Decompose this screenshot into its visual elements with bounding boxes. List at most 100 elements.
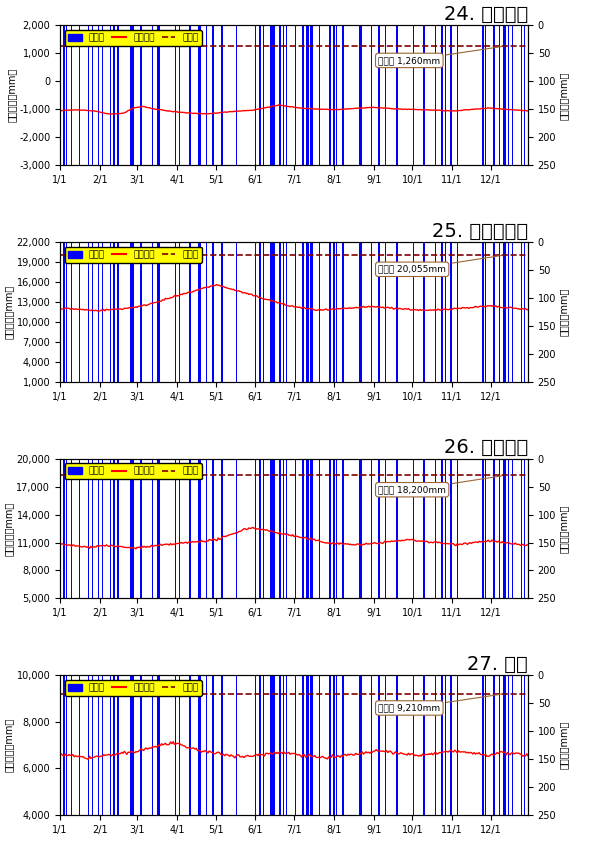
Bar xyxy=(485,242,486,849)
Bar xyxy=(260,458,261,849)
Bar xyxy=(71,25,72,849)
Bar xyxy=(319,675,320,849)
Bar xyxy=(333,25,335,849)
Bar xyxy=(360,25,361,388)
Bar xyxy=(286,242,287,849)
Bar xyxy=(179,25,180,451)
Bar xyxy=(131,25,133,849)
Bar xyxy=(71,458,72,849)
Bar xyxy=(499,25,500,357)
Bar xyxy=(306,458,308,849)
Bar xyxy=(450,25,452,849)
Bar xyxy=(274,25,275,849)
Bar xyxy=(260,675,261,849)
Bar xyxy=(423,458,425,849)
Bar xyxy=(423,242,425,849)
Bar xyxy=(342,675,343,849)
Bar xyxy=(221,25,223,849)
Bar xyxy=(270,242,271,849)
Bar xyxy=(413,25,414,849)
Bar xyxy=(98,25,99,849)
Bar xyxy=(102,242,103,843)
Bar xyxy=(259,25,260,849)
Bar xyxy=(308,675,309,849)
Bar xyxy=(199,25,201,735)
Text: 26. 北水源地: 26. 北水源地 xyxy=(444,438,528,457)
Bar xyxy=(482,242,484,849)
Bar xyxy=(378,242,380,849)
Bar xyxy=(98,458,99,849)
Bar xyxy=(88,242,89,820)
Bar xyxy=(133,675,134,849)
Bar xyxy=(88,675,89,849)
Bar xyxy=(66,675,67,849)
Bar xyxy=(59,675,61,849)
Text: 地盤高 1,260mm: 地盤高 1,260mm xyxy=(378,47,502,65)
Bar xyxy=(130,25,131,849)
Bar xyxy=(295,242,296,849)
Bar xyxy=(493,25,494,543)
Bar xyxy=(59,25,61,257)
Bar xyxy=(504,25,505,849)
Bar xyxy=(88,458,89,849)
Bar xyxy=(441,675,443,849)
Bar xyxy=(499,675,500,849)
Bar xyxy=(206,25,207,849)
Bar xyxy=(235,242,237,849)
Bar xyxy=(423,675,425,849)
Bar xyxy=(310,458,311,849)
Bar xyxy=(306,675,308,849)
Bar xyxy=(199,458,201,849)
Bar xyxy=(286,675,287,849)
Bar xyxy=(360,242,361,604)
Bar xyxy=(255,458,256,849)
Bar xyxy=(91,675,93,849)
Bar xyxy=(198,242,199,849)
Bar xyxy=(302,675,304,849)
Bar xyxy=(508,25,509,494)
Bar xyxy=(283,242,284,849)
Bar xyxy=(371,458,372,849)
Bar xyxy=(63,458,65,849)
Bar xyxy=(333,458,335,849)
Bar xyxy=(255,242,256,849)
Bar xyxy=(385,25,386,849)
Bar xyxy=(270,458,271,849)
Bar xyxy=(270,675,271,849)
Bar xyxy=(235,675,237,849)
Bar xyxy=(189,242,191,849)
Bar xyxy=(157,242,158,447)
Bar xyxy=(360,675,361,849)
Text: 25. 三芳水源地: 25. 三芳水源地 xyxy=(432,222,528,240)
Bar xyxy=(271,675,273,849)
Bar xyxy=(102,458,103,849)
Bar xyxy=(131,242,133,849)
Bar xyxy=(494,458,495,849)
Bar xyxy=(212,242,214,849)
Bar xyxy=(295,25,296,849)
Bar xyxy=(385,458,386,849)
Bar xyxy=(450,675,452,849)
Bar xyxy=(66,25,67,849)
Bar xyxy=(521,242,522,600)
Bar xyxy=(371,242,372,849)
Bar xyxy=(110,25,111,533)
Bar xyxy=(508,242,509,711)
Bar xyxy=(283,458,284,849)
Y-axis label: 地下水位（mm）: 地下水位（mm） xyxy=(4,502,14,556)
Bar xyxy=(441,25,443,849)
Bar xyxy=(140,25,142,762)
Bar xyxy=(235,458,237,849)
Bar xyxy=(91,242,93,849)
Bar xyxy=(435,675,436,849)
Bar xyxy=(435,25,436,849)
Bar xyxy=(263,242,264,849)
Bar xyxy=(130,242,131,849)
Bar xyxy=(113,675,115,849)
Bar xyxy=(130,675,131,849)
Bar xyxy=(63,25,65,849)
Bar xyxy=(423,25,425,849)
Bar xyxy=(259,675,260,849)
Bar xyxy=(189,25,191,849)
Bar xyxy=(88,25,89,603)
